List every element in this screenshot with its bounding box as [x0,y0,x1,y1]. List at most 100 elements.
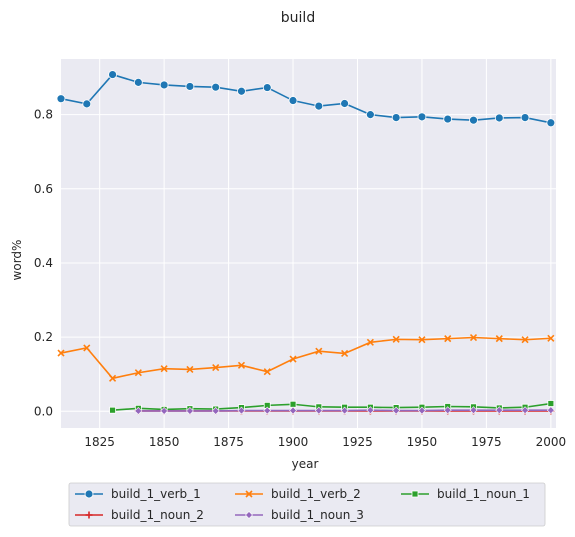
tick-labels: 1825 1850 1875 1900 1925 1950 1975 2000 0.0 0.2 0.… [34,108,566,449]
data-point [108,70,117,79]
data-point [365,110,375,120]
data-point [237,86,246,96]
legend: build_1_verb_1 build_1_verb_2 build_1_noun… [68,482,546,527]
data-point [547,334,555,342]
x-tick-label: 1975 [471,435,502,449]
data-point [82,99,92,109]
data-point [83,344,91,352]
data-point [289,355,297,363]
series-build-1-verb-2 [57,333,555,382]
data-point [263,406,272,415]
data-point [289,406,297,415]
x-axis-label: year [292,457,319,471]
data-point [546,118,556,128]
legend-item: build_1_noun_2 [75,508,204,522]
data-point [211,82,221,92]
legend-marker [245,511,253,519]
chart-title: build [281,10,315,26]
data-point [237,361,246,369]
series-build-1-noun-3 [134,406,555,415]
x-tick-label: 2000 [536,435,567,449]
data-point [443,406,452,415]
legend-marker [85,511,93,519]
data-point [366,338,374,346]
data-point [469,406,478,415]
y-tick-label: 0.8 [34,108,53,122]
y-tick-label: 0.6 [34,182,53,196]
data-point [469,333,478,342]
series-line [112,402,551,411]
data-point [109,406,116,414]
data-point [212,363,220,372]
data-point [56,94,66,104]
data-point [546,406,555,415]
data-point [495,406,504,415]
data-point [211,407,220,415]
x-tick-label: 1850 [149,435,180,449]
data-point [288,96,298,105]
data-point [469,115,478,125]
data-point [417,112,427,122]
legend-item: build_1_verb_2 [235,487,361,501]
data-point [521,336,529,344]
x-tick-label: 1825 [84,435,115,449]
data-point [366,406,375,415]
x-tick-label: 1950 [407,435,438,449]
data-point [494,113,504,123]
legend-label: build_1_noun_1 [437,487,530,501]
legend-marker [245,490,253,498]
data-point [521,406,529,415]
data-point [185,82,195,91]
data-point [289,400,297,408]
data-point [160,407,169,415]
series-layer [56,70,556,415]
data-point [160,365,168,373]
data-point [520,113,530,122]
data-point [134,407,143,415]
data-point [133,77,143,87]
data-point [237,406,246,415]
data-point [418,406,426,415]
data-point [314,101,324,111]
data-point [340,406,349,415]
data-point [263,368,271,376]
legend-label: build_1_noun_2 [111,508,204,522]
data-point [443,114,453,124]
data-point [186,365,194,373]
y-tick-label: 0.0 [34,404,53,418]
x-tick-label: 1900 [278,435,309,449]
series-build-1-verb-1 [56,70,556,128]
legend-marker [411,490,419,498]
legend-label: build_1_verb_1 [111,487,201,501]
data-point [159,80,169,90]
data-point [418,336,426,344]
data-point [391,113,401,122]
y-tick-label: 0.4 [34,256,53,270]
legend-item: build_1_verb_1 [75,487,201,501]
data-point [444,335,452,343]
data-point [134,369,142,377]
x-tick-label: 1925 [342,435,373,449]
legend-label: build_1_noun_3 [271,508,364,522]
data-point [262,83,272,92]
legend-item: build_1_noun_1 [401,487,530,501]
data-point [57,349,65,357]
data-point [495,335,503,343]
x-tick-label: 1875 [213,435,244,449]
data-point [341,349,349,358]
legend-marker [84,489,94,499]
legend-item: build_1_noun_3 [235,508,364,522]
data-point [315,347,323,355]
data-point [392,335,400,343]
data-point [392,406,401,415]
y-tick-label: 0.2 [34,330,53,344]
data-point [314,406,323,415]
legend-label: build_1_verb_2 [271,487,361,501]
data-point [108,374,117,382]
data-point [185,407,194,415]
data-point [547,400,555,407]
data-point [340,99,349,108]
y-axis-label: word% [10,240,24,281]
series-line [60,336,551,380]
